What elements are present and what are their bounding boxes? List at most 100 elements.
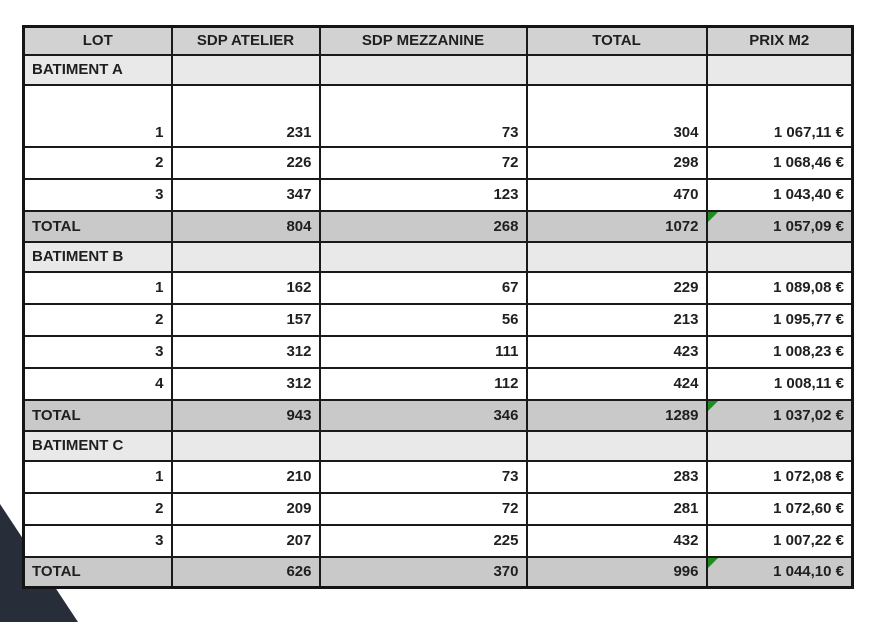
lot-cell: 2: [22, 145, 173, 180]
empty-cell: [525, 53, 708, 86]
section-header-row: BATIMENT A: [22, 53, 854, 86]
empty-cell: [705, 240, 854, 273]
prix-m2-cell: 1 068,46 €: [705, 145, 854, 180]
error-indicator-icon: [708, 558, 718, 568]
total-cell: 298: [525, 145, 708, 180]
sdp-atelier-cell: 162: [170, 270, 321, 305]
lot-cell: 3: [22, 334, 173, 369]
total-cell: 213: [525, 302, 708, 337]
table-row: 4 312 112 424 1 008,11 €: [22, 366, 854, 401]
section-name-cell: BATIMENT B: [22, 240, 173, 273]
sdp-mezzanine-cell: 73: [318, 459, 528, 494]
section-total-row: TOTAL 626 370 996 1 044,10 €: [22, 555, 854, 589]
table-row: 1 162 67 229 1 089,08 €: [22, 270, 854, 305]
total-cell: 432: [525, 523, 708, 558]
empty-cell: [170, 429, 321, 462]
sdp-atelier-cell: 231: [170, 83, 321, 148]
empty-cell: [705, 53, 854, 86]
prix-m2-cell: 1 072,60 €: [705, 491, 854, 526]
total-cell: 281: [525, 491, 708, 526]
total-cell: 1289: [525, 398, 708, 432]
lot-cell: 1: [22, 83, 173, 148]
prix-m2-cell: 1 089,08 €: [705, 270, 854, 305]
empty-cell: [525, 240, 708, 273]
sdp-mezzanine-cell: 67: [318, 270, 528, 305]
error-indicator-icon: [708, 212, 718, 222]
sdp-atelier-cell: 626: [170, 555, 321, 589]
sdp-mezzanine-cell: 72: [318, 145, 528, 180]
sdp-mezzanine-cell: 112: [318, 366, 528, 401]
table-row: 2 157 56 213 1 095,77 €: [22, 302, 854, 337]
sdp-mezzanine-cell: 72: [318, 491, 528, 526]
prix-m2-cell: 1 037,02 €: [705, 398, 854, 432]
lot-cell: 2: [22, 302, 173, 337]
total-cell: 304: [525, 83, 708, 148]
total-label-cell: TOTAL: [22, 555, 173, 589]
total-cell: 423: [525, 334, 708, 369]
total-label-cell: TOTAL: [22, 209, 173, 243]
sdp-mezzanine-cell: 268: [318, 209, 528, 243]
empty-cell: [170, 240, 321, 273]
empty-cell: [525, 429, 708, 462]
table-row: 3 347 123 470 1 043,40 €: [22, 177, 854, 212]
prix-m2-cell: 1 095,77 €: [705, 302, 854, 337]
column-header-cell: LOT: [22, 25, 173, 56]
column-header-cell: SDP MEZZANINE: [318, 25, 528, 56]
section-total-row: TOTAL 804 268 1072 1 057,09 €: [22, 209, 854, 243]
table-row: 3 312 111 423 1 008,23 €: [22, 334, 854, 369]
empty-cell: [318, 240, 528, 273]
prix-m2-cell: 1 044,10 €: [705, 555, 854, 589]
prix-m2-cell: 1 067,11 €: [705, 83, 854, 148]
lot-cell: 1: [22, 270, 173, 305]
prix-m2-cell: 1 008,23 €: [705, 334, 854, 369]
sdp-mezzanine-cell: 225: [318, 523, 528, 558]
total-cell: 229: [525, 270, 708, 305]
table-row: 2 209 72 281 1 072,60 €: [22, 491, 854, 526]
total-cell: 1072: [525, 209, 708, 243]
column-header-cell: TOTAL: [525, 25, 708, 56]
sdp-atelier-cell: 210: [170, 459, 321, 494]
lot-cell: 4: [22, 366, 173, 401]
empty-cell: [705, 429, 854, 462]
column-header-cell: SDP ATELIER: [170, 25, 321, 56]
lot-cell: 3: [22, 523, 173, 558]
total-cell: 424: [525, 366, 708, 401]
lot-surface-table: LOT SDP ATELIER SDP MEZZANINE TOTAL PRIX M2 …: [22, 25, 854, 589]
prix-m2-cell: 1 072,08 €: [705, 459, 854, 494]
sdp-mezzanine-cell: 346: [318, 398, 528, 432]
section-name-cell: BATIMENT C: [22, 429, 173, 462]
sdp-mezzanine-cell: 123: [318, 177, 528, 212]
table-row: 3 207 225 432 1 007,22 €: [22, 523, 854, 558]
sdp-mezzanine-cell: 111: [318, 334, 528, 369]
sdp-atelier-cell: 209: [170, 491, 321, 526]
lot-cell: 1: [22, 459, 173, 494]
section-name-cell: BATIMENT A: [22, 53, 173, 86]
sdp-atelier-cell: 226: [170, 145, 321, 180]
sdp-atelier-cell: 157: [170, 302, 321, 337]
section-total-row: TOTAL 943 346 1289 1 037,02 €: [22, 398, 854, 432]
empty-cell: [170, 53, 321, 86]
sdp-mezzanine-cell: 370: [318, 555, 528, 589]
table-body: BATIMENT A 1 231 73 304 1 067,11 €2 226 72 298 1 …: [22, 53, 854, 589]
total-label-cell: TOTAL: [22, 398, 173, 432]
table-header: LOT SDP ATELIER SDP MEZZANINE TOTAL PRIX M2: [22, 25, 854, 56]
prix-m2-cell: 1 007,22 €: [705, 523, 854, 558]
prix-m2-cell: 1 043,40 €: [705, 177, 854, 212]
total-cell: 283: [525, 459, 708, 494]
lot-cell: 3: [22, 177, 173, 212]
table-row: 1 231 73 304 1 067,11 €: [22, 83, 854, 148]
sdp-mezzanine-cell: 56: [318, 302, 528, 337]
empty-cell: [318, 429, 528, 462]
table-row: 2 226 72 298 1 068,46 €: [22, 145, 854, 180]
total-cell: 470: [525, 177, 708, 212]
sdp-atelier-cell: 347: [170, 177, 321, 212]
prix-m2-cell: 1 008,11 €: [705, 366, 854, 401]
column-header-cell: PRIX M2: [705, 25, 854, 56]
sdp-atelier-cell: 312: [170, 366, 321, 401]
error-indicator-icon: [708, 401, 718, 411]
section-header-row: BATIMENT B: [22, 240, 854, 273]
header-row: LOT SDP ATELIER SDP MEZZANINE TOTAL PRIX M2: [22, 25, 854, 56]
sdp-mezzanine-cell: 73: [318, 83, 528, 148]
total-cell: 996: [525, 555, 708, 589]
sdp-atelier-cell: 943: [170, 398, 321, 432]
